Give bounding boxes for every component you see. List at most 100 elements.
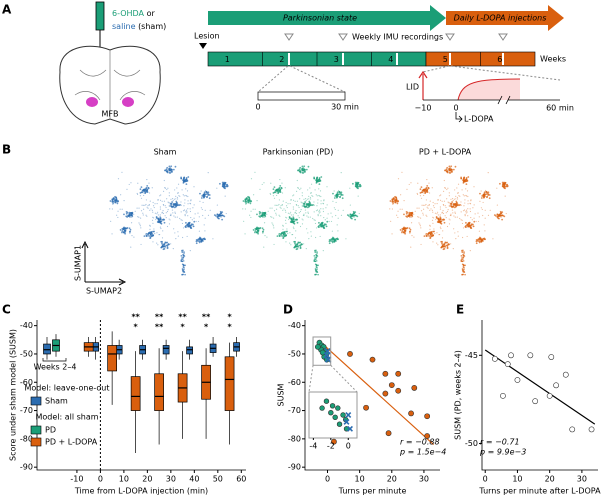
axis [481,320,598,471]
umap-point [429,234,432,236]
umap-point [333,190,335,192]
y-tick-label: -90 [288,463,301,472]
umap-point [482,193,485,196]
umap-point [463,209,466,211]
umap-point [113,199,116,202]
umap-point [116,214,118,216]
umap-point [260,214,262,217]
umap-point [164,215,166,217]
umap-point [282,228,284,230]
umap-point [273,197,276,199]
umap-point [121,208,123,210]
point [527,352,534,359]
umap-point [454,212,456,215]
umap-point [325,207,327,209]
umap-point [193,186,195,188]
umap-point [156,211,159,213]
umap-point [307,189,309,191]
umap-point [465,224,467,227]
umap-point [448,192,450,194]
umap-point [444,215,446,217]
umap-point [437,217,440,220]
umap-point [442,203,445,206]
umap-point [256,213,258,216]
umap-point [181,263,184,266]
umap-point [299,210,302,213]
umap-point [317,213,319,216]
umap-point [498,213,501,216]
umap-point [328,240,331,243]
umap-point [181,257,183,259]
umap-point [164,169,167,172]
umap-point [461,222,464,225]
umap-point [149,234,152,236]
umap-point [450,165,453,168]
point [314,343,321,350]
umap-point [419,195,422,197]
umap-point [409,228,412,231]
umap-point [115,198,117,201]
umap-point [437,214,440,216]
umap-point [298,212,300,214]
umap-point [163,204,165,206]
umap-point [170,165,173,168]
umap-point [146,178,148,181]
umap-point [333,197,336,199]
umap-point [441,240,444,243]
umap-point [169,214,172,216]
umap-point [166,225,169,228]
umap-point [202,196,205,199]
umap-point [264,235,266,237]
umap-point [396,214,398,216]
umap-point [160,227,162,230]
umap-point [314,236,317,239]
umap-point [403,199,405,202]
umap-point [395,196,397,199]
umap-point [292,195,294,197]
umap-point [292,217,295,220]
umap-point [310,235,312,237]
umap-point [320,215,322,217]
point [424,433,431,439]
umap-point [179,217,181,220]
umap-point [157,198,159,201]
umap-point [439,233,441,236]
umap-point [477,212,479,214]
umap-point [313,255,316,257]
umap-point [483,224,485,226]
umap-point [168,169,171,172]
umap-point [218,182,221,185]
umap-point [339,195,342,198]
umap-point [492,238,494,240]
umap-point [216,204,218,206]
umap-point [396,202,399,205]
week-label: 6 [497,55,502,64]
umap-point [277,191,280,194]
umap-point [299,244,302,247]
significance: ** [178,313,187,322]
umap-point [445,217,447,219]
umap-point [357,185,359,188]
umap-point [484,230,486,232]
x-tick-label: 10 [512,475,522,484]
umap-point [320,200,322,202]
umap-axis-label: S-UMAP2 [86,287,122,296]
umap-point [460,260,462,262]
umap-point [443,221,446,224]
umap-point [192,223,194,226]
umap-point [310,198,312,200]
significance: * [227,313,232,322]
umap-point [278,232,281,235]
umap-point [272,188,275,191]
umap-point [121,171,123,173]
umap-point [208,194,211,196]
umap-point [309,216,311,218]
umap-point [323,216,325,219]
umap-point [318,226,320,229]
umap-point [119,229,122,231]
umap-point [297,215,299,217]
umap-point [281,204,283,206]
umap-point [302,167,305,170]
umap-point [312,204,314,206]
umap-point [460,204,462,206]
